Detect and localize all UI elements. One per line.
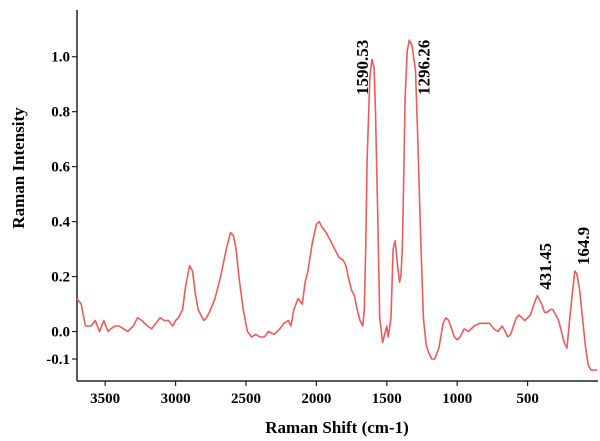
y-tick-label: -0.1: [46, 352, 70, 368]
y-axis-title: Raman Intensity: [9, 107, 28, 229]
axes: [76, 10, 598, 382]
x-tick-label: 1500: [372, 391, 402, 407]
y-tick-label: 0.0: [51, 325, 70, 341]
x-tick-label: 1000: [442, 391, 472, 407]
y-tick-label: 0.4: [51, 215, 70, 231]
spectrum-series-line: [76, 39, 598, 371]
x-tick-label: 2500: [231, 391, 261, 407]
y-tick-label: 0.2: [51, 270, 70, 286]
y-ticks: 1.0 0.8 0.6 0.4 0.2 0.0 -0.1: [46, 50, 77, 368]
y-tick-label: 1.0: [51, 50, 70, 66]
peak-label: 1296.26: [414, 40, 433, 95]
x-tick-label: 500: [516, 391, 539, 407]
peak-label: 1590.53: [353, 40, 372, 95]
y-tick-label: 0.6: [51, 160, 70, 176]
x-axis-title: Raman Shift (cm-1): [265, 418, 409, 437]
y-tick-label: 0.8: [51, 105, 70, 121]
peak-label: 164.9: [574, 227, 593, 265]
peak-label: 431.45: [536, 243, 555, 290]
x-tick-label: 2000: [301, 391, 331, 407]
x-tick-label: 3500: [90, 391, 120, 407]
x-ticks: 3500 3000 2500 2000 1500 1000 500: [90, 381, 539, 407]
x-tick-label: 3000: [161, 391, 191, 407]
peak-annotations: 1590.53 1296.26 431.45 164.9: [353, 40, 593, 290]
